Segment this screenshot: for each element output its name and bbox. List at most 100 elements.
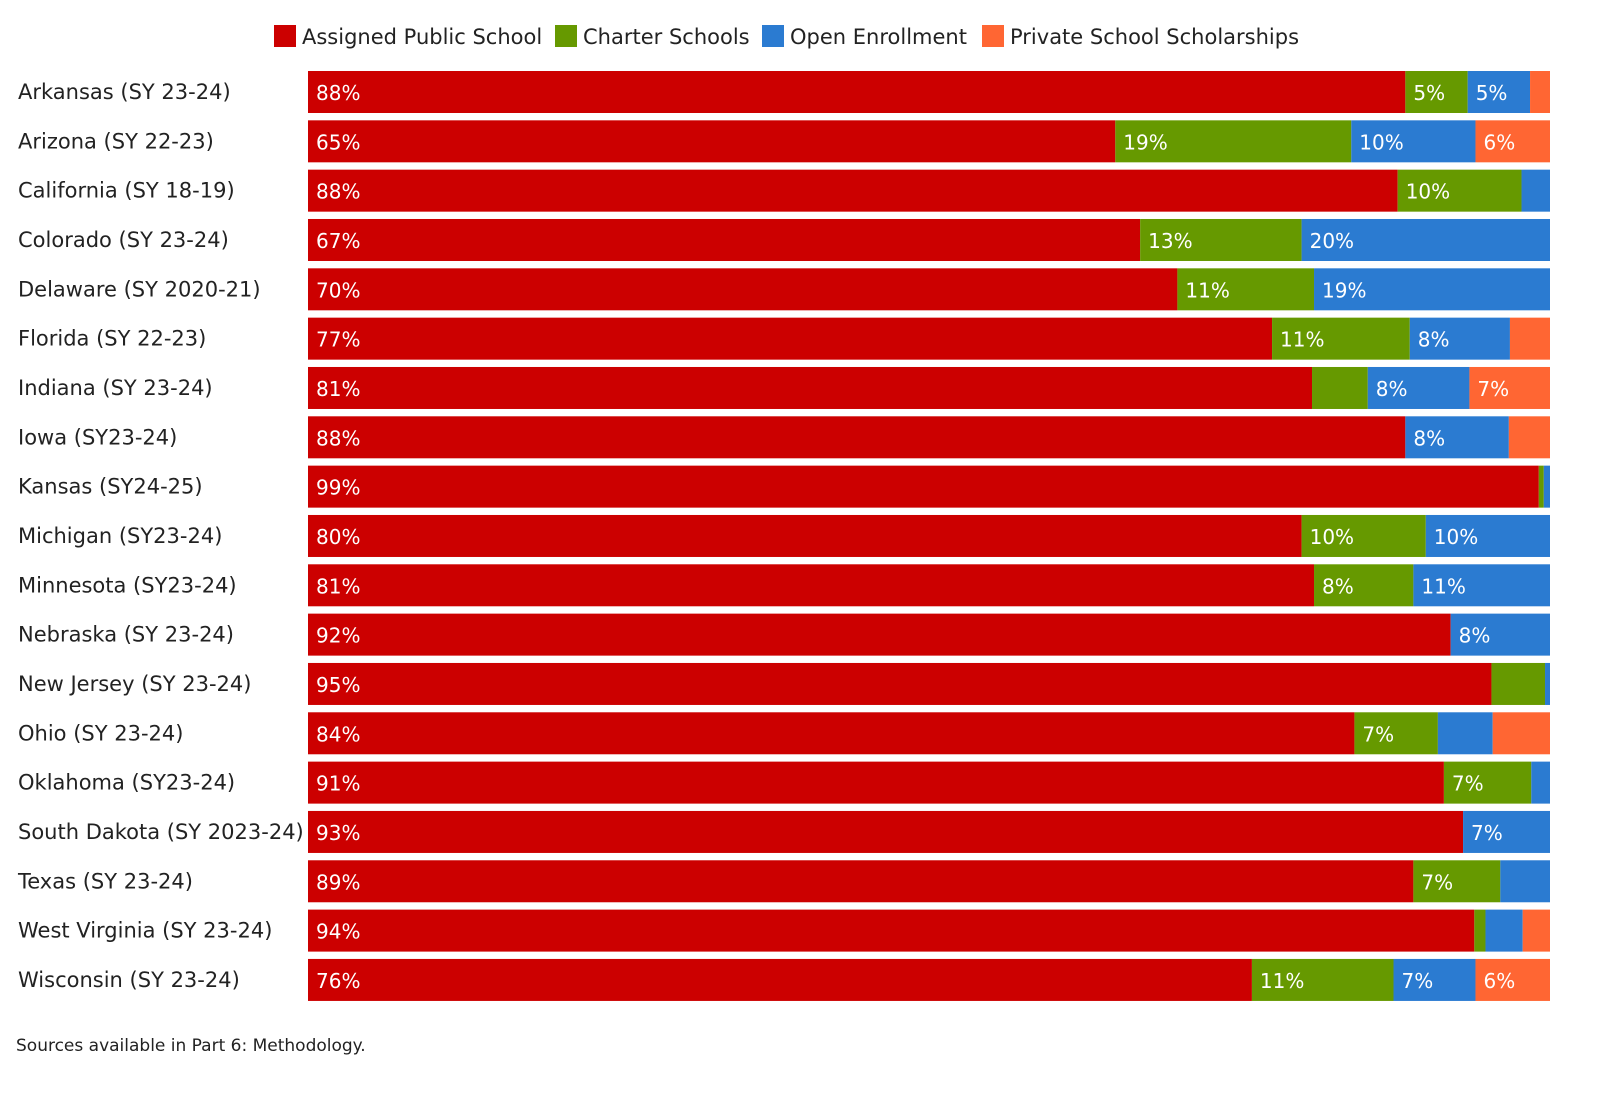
- legend-label-assigned-public-school: Assigned Public School: [302, 25, 542, 49]
- data-label-charter-schools: 7%: [1421, 870, 1453, 894]
- data-label-assigned-public-school: 89%: [316, 870, 360, 894]
- bar-segment-charter-schools: [1115, 120, 1352, 163]
- bar-segment-open-enrollment: [1463, 810, 1550, 853]
- bar-row-arkansas-sy-23-24: Arkansas (SY 23-24) 88% 5% 5%: [18, 71, 1550, 113]
- bar-segment-charter-schools: [1405, 71, 1468, 113]
- bar-row-arizona-sy-22-23: Arizona (SY 22-23) 65% 19% 10% 6%: [18, 120, 1550, 163]
- legend-label-charter-schools: Charter Schools: [583, 25, 750, 49]
- bar-segment-open-enrollment: [1405, 416, 1509, 459]
- bar-segment-open-enrollment: [1531, 761, 1550, 804]
- bar-segment-private-school-scholarships: [1469, 366, 1550, 409]
- bar-segment-private-school-scholarships: [1530, 71, 1550, 113]
- bar-segment-assigned-public-school: [308, 120, 1116, 163]
- bar-segment-open-enrollment: [1351, 120, 1476, 163]
- bar-segment-private-school-scholarships: [1508, 416, 1550, 459]
- category-label-wisconsin-sy-23-24: Wisconsin (SY 23-24): [18, 968, 240, 992]
- bar-segment-open-enrollment: [1314, 268, 1550, 311]
- bar-segment-charter-schools: [1354, 712, 1438, 755]
- category-label-nebraska-sy-23-24: Nebraska (SY 23-24): [18, 623, 234, 647]
- bar-segment-assigned-public-school: [308, 514, 1302, 557]
- bar-row-florida-sy-22-23: Florida (SY 22-23) 77% 11% 8%: [18, 317, 1550, 360]
- bar-segment-charter-schools: [1491, 662, 1546, 705]
- bar-row-new-jersey-sy-23-24: New Jersey (SY 23-24) 95%: [18, 662, 1550, 705]
- data-label-assigned-public-school: 84%: [316, 722, 360, 746]
- legend-item-private-school-scholarships: Private School Scholarships: [982, 25, 1299, 49]
- bar-row-minnesota-sy23-24: Minnesota (SY23-24) 81% 8% 11%: [18, 564, 1550, 607]
- category-label-arkansas-sy-23-24: Arkansas (SY 23-24): [18, 80, 231, 104]
- data-label-charter-schools: 7%: [1362, 722, 1394, 746]
- data-label-assigned-public-school: 94%: [316, 920, 360, 944]
- data-label-open-enrollment: 8%: [1413, 426, 1445, 450]
- bar-row-oklahoma-sy23-24: Oklahoma (SY23-24) 91% 7%: [18, 761, 1550, 804]
- bar-segment-open-enrollment: [1545, 662, 1550, 705]
- bar-segment-charter-schools: [1413, 860, 1501, 903]
- bar-row-indiana-sy-23-24: Indiana (SY 23-24) 81% 8% 7%: [18, 366, 1550, 409]
- bar-segment-charter-schools: [1314, 564, 1414, 607]
- data-label-open-enrollment: 8%: [1459, 624, 1491, 648]
- category-label-delaware-sy-2020-21: Delaware (SY 2020-21): [18, 277, 261, 301]
- bar-segment-open-enrollment: [1413, 564, 1550, 607]
- bar-segment-open-enrollment: [1301, 218, 1550, 261]
- data-label-assigned-public-school: 65%: [316, 130, 360, 154]
- bar-row-texas-sy-23-24: Texas (SY 23-24) 89% 7%: [17, 860, 1550, 903]
- data-label-assigned-public-school: 81%: [316, 574, 360, 598]
- category-label-minnesota-sy23-24: Minnesota (SY23-24): [18, 573, 237, 597]
- bar-segment-charter-schools: [1301, 514, 1426, 557]
- data-label-assigned-public-school: 70%: [316, 278, 360, 302]
- legend-swatch-assigned-public-school: [274, 25, 296, 47]
- data-label-charter-schools: 11%: [1280, 328, 1324, 352]
- category-label-ohio-sy-23-24: Ohio (SY 23-24): [18, 721, 183, 745]
- bar-row-wisconsin-sy-23-24: Wisconsin (SY 23-24) 76% 11% 7% 6%: [18, 958, 1550, 1001]
- bar-segment-assigned-public-school: [308, 317, 1273, 360]
- bar-row-kansas-sy24-25: Kansas (SY24-25) 99%: [18, 465, 1550, 508]
- data-label-open-enrollment: 8%: [1376, 377, 1408, 401]
- bar-row-california-sy-18-19: California (SY 18-19) 88% 10%: [18, 169, 1550, 212]
- legend-swatch-private-school-scholarships: [982, 25, 1004, 47]
- bar-row-iowa-sy23-24: Iowa (SY23-24) 88% 8%: [18, 416, 1550, 459]
- bar-segment-open-enrollment: [1425, 514, 1550, 557]
- data-label-assigned-public-school: 76%: [316, 969, 360, 993]
- data-label-assigned-public-school: 88%: [316, 180, 360, 204]
- bar-segment-charter-schools: [1312, 366, 1368, 409]
- data-label-charter-schools: 13%: [1148, 229, 1192, 253]
- data-label-assigned-public-school: 67%: [316, 229, 360, 253]
- category-label-south-dakota-sy-2023-24: South Dakota (SY 2023-24): [18, 820, 304, 844]
- legend-label-open-enrollment: Open Enrollment: [790, 25, 967, 49]
- data-label-charter-schools: 7%: [1452, 772, 1484, 796]
- legend-label-private-school-scholarships: Private School Scholarships: [1010, 25, 1299, 49]
- data-label-assigned-public-school: 95%: [316, 673, 360, 697]
- data-label-assigned-public-school: 91%: [316, 772, 360, 796]
- data-label-private-school-scholarships: 6%: [1483, 130, 1515, 154]
- bar-segment-assigned-public-school: [308, 810, 1464, 853]
- data-label-assigned-public-school: 92%: [316, 624, 360, 648]
- bar-segment-open-enrollment: [1543, 465, 1550, 508]
- category-label-oklahoma-sy23-24: Oklahoma (SY23-24): [18, 771, 235, 795]
- data-label-assigned-public-school: 81%: [316, 377, 360, 401]
- category-label-indiana-sy-23-24: Indiana (SY 23-24): [18, 376, 213, 400]
- bar-row-delaware-sy-2020-21: Delaware (SY 2020-21) 70% 11% 19%: [18, 268, 1550, 311]
- bar-row-south-dakota-sy-2023-24: South Dakota (SY 2023-24) 93% 7%: [18, 810, 1550, 853]
- legend-swatch-charter-schools: [555, 25, 577, 47]
- category-label-texas-sy-23-24: Texas (SY 23-24): [17, 869, 193, 893]
- bar-segment-charter-schools: [1474, 909, 1486, 952]
- bar-segment-charter-schools: [1140, 218, 1302, 261]
- data-label-charter-schools: 10%: [1406, 180, 1450, 204]
- bar-segment-assigned-public-school: [308, 268, 1178, 311]
- bar-segment-open-enrollment: [1393, 958, 1476, 1001]
- data-label-open-enrollment: 7%: [1471, 821, 1503, 845]
- category-label-colorado-sy-23-24: Colorado (SY 23-24): [18, 228, 229, 252]
- data-label-assigned-public-school: 88%: [316, 81, 360, 105]
- category-label-arizona-sy-22-23: Arizona (SY 22-23): [18, 129, 214, 153]
- data-label-private-school-scholarships: 6%: [1483, 969, 1515, 993]
- bar-segment-assigned-public-school: [308, 613, 1451, 656]
- data-label-charter-schools: 11%: [1185, 278, 1229, 302]
- data-label-charter-schools: 5%: [1413, 81, 1445, 105]
- data-label-assigned-public-school: 77%: [316, 328, 360, 352]
- category-label-kansas-sy24-25: Kansas (SY24-25): [18, 475, 203, 499]
- bar-segment-open-enrollment: [1367, 366, 1470, 409]
- bar-segment-assigned-public-school: [308, 860, 1414, 903]
- data-label-charter-schools: 11%: [1260, 969, 1304, 993]
- bar-segment-charter-schools: [1272, 317, 1410, 360]
- data-label-open-enrollment: 10%: [1434, 525, 1478, 549]
